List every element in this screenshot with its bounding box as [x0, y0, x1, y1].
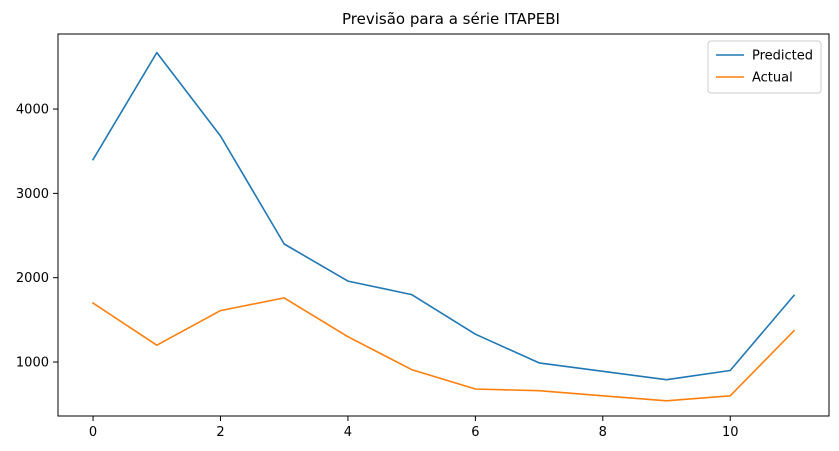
- y-tick-label: 3000: [16, 187, 49, 202]
- legend-label: Predicted: [752, 49, 813, 64]
- chart-title: Previsão para a série ITAPEBI: [342, 10, 560, 28]
- series-line-predicted: [91, 51, 796, 381]
- legend-label: Actual: [752, 71, 793, 86]
- x-tick-label: 8: [599, 425, 607, 440]
- plot-area: [91, 51, 796, 402]
- plot-frame: [57, 33, 830, 417]
- x-tick-label: 10: [722, 425, 739, 440]
- y-tick-label: 4000: [16, 103, 49, 118]
- y-tick-label: 1000: [16, 356, 49, 371]
- x-axis: 0 2 4 6 8 10: [89, 416, 739, 440]
- legend: Predicted Actual: [707, 40, 822, 94]
- legend-box: [707, 40, 822, 94]
- x-tick-label: 6: [471, 425, 479, 440]
- y-axis: 1000 2000 3000 4000: [16, 103, 58, 371]
- x-tick-label: 0: [89, 425, 97, 440]
- y-tick-label: 2000: [16, 271, 49, 286]
- x-tick-label: 2: [216, 425, 224, 440]
- x-tick-label: 4: [344, 425, 352, 440]
- series-line-actual: [91, 297, 796, 402]
